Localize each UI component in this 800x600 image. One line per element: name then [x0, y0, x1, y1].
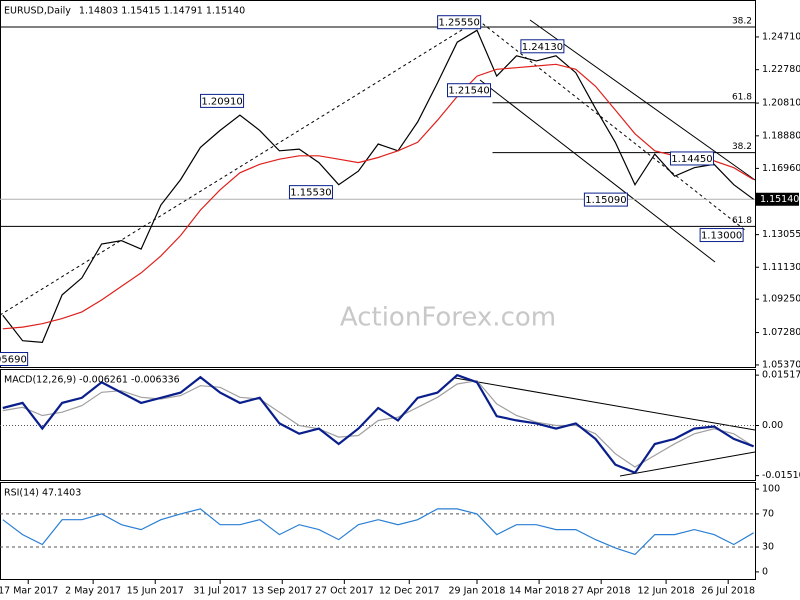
annotation-label: 1.21540	[448, 86, 489, 97]
annotation-label: 1.15530	[290, 188, 331, 199]
macd-trend-line	[454, 377, 756, 431]
trend-line	[477, 19, 746, 231]
panel-title: EURUSD,Daily	[4, 6, 71, 17]
y-tick-label: 1.09250	[762, 294, 800, 305]
y-tick-label: 0.015176	[762, 370, 800, 381]
channel-line	[479, 79, 716, 263]
panel-frame	[0, 369, 756, 481]
annotation-label: 1.14450	[671, 154, 712, 165]
x-tick-label: 2 May 2017	[65, 586, 121, 597]
panel-title: MACD(12,26,9) -0.006261 -0.006336	[4, 375, 180, 386]
series-line	[2, 508, 754, 556]
panel-frame	[0, 0, 756, 368]
y-tick-label: 1.07280	[762, 327, 800, 338]
y-tick-label: 0	[762, 566, 768, 577]
x-tick-label: 17 Mar 2017	[0, 586, 58, 597]
series-line	[2, 63, 754, 330]
series-line	[2, 29, 754, 344]
fib-label: 61.8	[732, 92, 752, 102]
y-tick-label: 70	[762, 508, 774, 519]
x-tick-label: 14 Mar 2018	[509, 586, 569, 597]
channel-line	[529, 19, 756, 181]
y-tick-label: 0.00	[762, 420, 783, 431]
x-tick-label: 31 Jul 2017	[193, 586, 247, 597]
panel-subtitle: 1.14803 1.15415 1.14791 1.15140	[79, 6, 245, 17]
panel-frame	[0, 482, 756, 580]
y-tick-label: 1.18880	[762, 130, 800, 141]
trend-line	[0, 19, 479, 316]
annotation-label: 1.20910	[201, 96, 242, 107]
annotation-box	[437, 15, 482, 30]
current-price-box	[756, 192, 799, 206]
annotation-label: 1.24130	[522, 42, 563, 53]
panel-title: RSI(14) 47.1403	[4, 488, 81, 499]
fib-label: 61.8	[732, 216, 752, 226]
annotation-box	[699, 228, 744, 243]
annotation-box	[0, 352, 29, 367]
y-tick-label: 1.05370	[762, 359, 800, 370]
trend-lines	[0, 19, 756, 477]
x-tick-label: 27 Oct 2017	[315, 586, 374, 597]
y-tick-label: 30	[762, 542, 774, 553]
x-tick-label: 12 Dec 2017	[379, 586, 440, 597]
annotation-label: 1.15090	[585, 195, 626, 206]
annotation-box	[288, 185, 333, 200]
x-tick-label: 12 Jun 2018	[638, 586, 695, 597]
annotation-box	[583, 192, 628, 207]
annotation-box	[669, 151, 714, 166]
fib-label: 38.2	[732, 16, 752, 26]
y-tick-label: 1.11130	[762, 262, 800, 273]
x-tick-label: 27 Apr 2018	[572, 586, 631, 597]
y-tick-label: 1.13055	[762, 229, 800, 240]
current-price-label: 1.15140	[760, 194, 799, 205]
x-tick-label: 29 Jan 2018	[449, 586, 506, 597]
y-tick-label: 1.24710	[762, 31, 800, 42]
series-line	[2, 380, 754, 468]
annotation-box	[200, 93, 245, 108]
y-tick-label: -0.015105	[762, 470, 800, 481]
watermark: ActionForex.com	[340, 303, 556, 333]
annotation-box	[447, 83, 492, 98]
annotation-box	[520, 39, 565, 54]
y-tick-label: 1.20810	[762, 98, 800, 109]
annotation-label: 1.25550	[438, 18, 479, 29]
series-line	[2, 373, 754, 475]
x-tick-label: 26 Jul 2018	[701, 586, 755, 597]
annotation-label: 1.13000	[701, 231, 742, 242]
y-tick-label: 1.16960	[762, 163, 800, 174]
x-tick-label: 15 Jun 2017	[127, 586, 184, 597]
macd-trend-line	[619, 451, 756, 477]
x-tick-label: 13 Sep 2017	[252, 586, 312, 597]
y-tick-label: 1.22780	[762, 64, 800, 75]
y-tick-label: 100	[762, 484, 780, 495]
fib-label: 38.2	[732, 142, 752, 152]
